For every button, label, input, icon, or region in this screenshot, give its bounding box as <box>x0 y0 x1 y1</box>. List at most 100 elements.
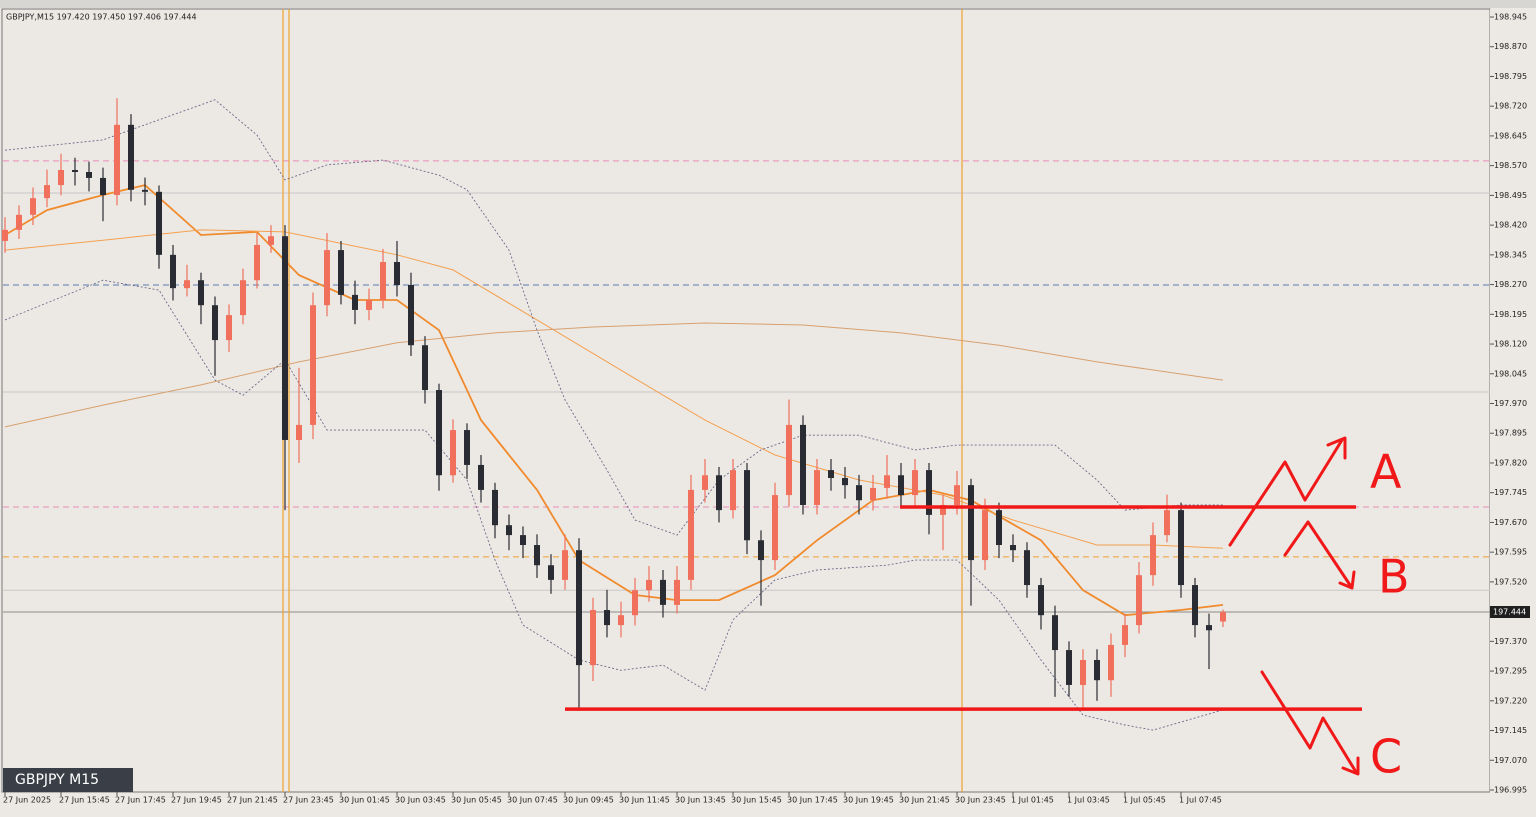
y-tick-label: 197.970 <box>1494 399 1527 408</box>
chart-header: GBPJPY,M15 197.420 197.450 197.406 197.4… <box>6 13 197 22</box>
x-tick-label: 30 Jun 03:45 <box>395 796 446 805</box>
x-tick-label: 30 Jun 17:45 <box>787 796 838 805</box>
candle-body <box>1150 535 1156 576</box>
y-tick-label: 198.720 <box>1494 102 1527 111</box>
candle-body <box>184 280 190 289</box>
candle-body <box>170 254 176 289</box>
y-tick-label: 197.220 <box>1494 696 1527 705</box>
candle-body <box>58 170 64 186</box>
x-tick-label: 30 Jun 23:45 <box>955 796 1006 805</box>
candle-body <box>1052 615 1058 651</box>
plot-area <box>1 8 1491 793</box>
x-tick-label: 30 Jun 05:45 <box>451 796 502 805</box>
x-tick-label: 30 Jun 01:45 <box>339 796 390 805</box>
hand-drawn-arrows <box>1228 436 1360 776</box>
x-tick-label: 27 Jun 2025 <box>3 796 51 805</box>
candle-body <box>1038 585 1044 616</box>
candle-body <box>156 191 162 255</box>
x-tick-label: 27 Jun 17:45 <box>115 796 166 805</box>
arrow-a <box>1228 436 1347 547</box>
candle-body <box>422 345 428 391</box>
candle-body <box>940 504 946 515</box>
candle-body <box>1122 625 1128 645</box>
y-tick-label: 198.570 <box>1494 161 1527 170</box>
y-tick-label: 198.945 <box>1494 13 1527 22</box>
candle-body <box>800 424 806 505</box>
candle-body <box>870 487 876 501</box>
indicator-line <box>4 184 1224 617</box>
candle-body <box>562 550 568 580</box>
candle-body <box>1136 575 1142 626</box>
y-tick-label: 197.670 <box>1494 518 1527 527</box>
candle-body <box>674 579 680 605</box>
last-price-box <box>1490 606 1530 619</box>
x-tick-label: 1 Jul 03:45 <box>1067 796 1110 805</box>
candle-body <box>576 550 582 666</box>
y-tick-label: 198.345 <box>1494 250 1527 259</box>
last-price-label: 197.444 <box>1493 608 1526 617</box>
candle-body <box>548 565 554 580</box>
y-tick-label: 197.520 <box>1494 577 1527 586</box>
y-tick-label: 197.595 <box>1494 548 1527 557</box>
y-tick-label: 197.145 <box>1494 726 1527 735</box>
x-tick-label: 27 Jun 15:45 <box>59 796 110 805</box>
symbol-tag-box <box>3 768 133 792</box>
candle-body <box>632 590 638 616</box>
candle-body <box>394 261 400 285</box>
y-tick-label: 197.895 <box>1494 429 1527 438</box>
candle-body <box>1206 625 1212 631</box>
candle-body <box>1094 659 1100 681</box>
candle-body <box>618 615 624 626</box>
candle-body <box>198 280 204 306</box>
y-tick-label: 198.120 <box>1494 340 1527 349</box>
candle-body <box>1010 545 1016 551</box>
marks-layer <box>2 98 1362 731</box>
candle-body <box>114 124 120 195</box>
x-tick-label: 1 Jul 01:45 <box>1011 796 1054 805</box>
y-tick-label: 198.495 <box>1494 191 1527 200</box>
candle-body <box>968 485 974 561</box>
candle-body <box>730 470 736 511</box>
candle-body <box>814 470 820 505</box>
x-tick-label: 27 Jun 21:45 <box>227 796 278 805</box>
x-tick-label: 30 Jun 11:45 <box>619 796 670 805</box>
y-tick-label: 197.070 <box>1494 756 1527 765</box>
candle-body <box>1164 510 1170 536</box>
price-axis <box>1490 9 1536 817</box>
candle-body <box>338 250 344 295</box>
x-tick-label: 27 Jun 23:45 <box>283 796 334 805</box>
candle-body <box>954 485 960 505</box>
indicator-line <box>4 322 1224 428</box>
x-tick-label: 1 Jul 05:45 <box>1123 796 1166 805</box>
candle-body <box>352 294 358 310</box>
y-tick-label: 197.820 <box>1494 458 1527 467</box>
candle-body <box>1080 659 1086 685</box>
candle-body <box>828 470 834 479</box>
arrow-b <box>1283 520 1356 590</box>
candle-body <box>492 489 498 526</box>
candle-body <box>884 475 890 488</box>
candle-body <box>464 430 470 465</box>
x-tick-label: 30 Jun 21:45 <box>899 796 950 805</box>
candle-body <box>254 244 260 281</box>
y-tick-label: 198.645 <box>1494 131 1527 140</box>
x-tick-label: 30 Jun 19:45 <box>843 796 894 805</box>
candle-body <box>2 229 8 241</box>
candle-body <box>982 510 988 561</box>
candle-body <box>436 390 442 476</box>
candle-body <box>772 495 778 561</box>
candle-body <box>366 300 372 310</box>
candle-body <box>226 315 232 341</box>
candle-body <box>268 236 274 245</box>
candle-body <box>926 470 932 515</box>
candle-body <box>1066 650 1072 685</box>
candle-body <box>128 124 134 190</box>
x-tick-label: 30 Jun 07:45 <box>507 796 558 805</box>
candle-body <box>72 170 78 172</box>
y-tick-label: 197.370 <box>1494 637 1527 646</box>
candle-body <box>688 489 694 580</box>
candle-body <box>240 280 246 316</box>
candle-body <box>1108 644 1114 681</box>
candle-body <box>212 305 218 341</box>
